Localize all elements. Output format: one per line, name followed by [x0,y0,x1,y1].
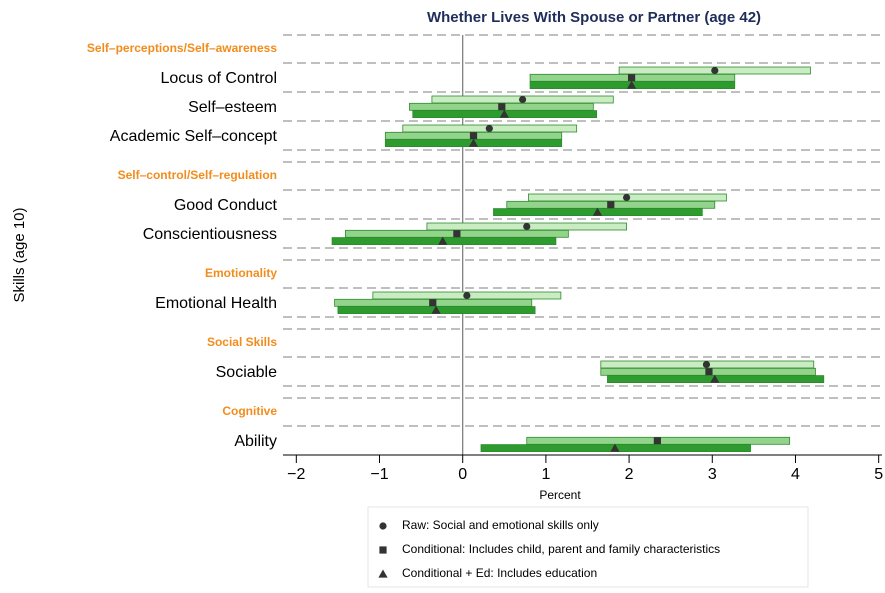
point-estimate [592,207,603,216]
group-label: Self–perceptions/Self–awareness [87,41,277,55]
legend-box [367,506,809,588]
point-estimate [702,360,711,369]
legend-marker [379,522,387,530]
point-estimate [710,374,720,383]
legend-label: Conditional: Includes child, parent and … [402,542,720,556]
x-tick-label: 3 [708,466,717,483]
x-axis-label: Percent [539,488,581,502]
legend-label: Raw: Social and emotional skills only [402,518,599,532]
x-tick-label: 0 [458,466,467,483]
point-estimate [622,193,631,202]
point-estimate [499,109,509,118]
category-label: Locus of Control [160,70,277,87]
point-estimate [498,103,506,111]
point-estimate [653,437,661,445]
point-estimate [705,368,713,376]
point-estimate [627,74,636,82]
x-tick-label: 4 [791,466,800,483]
group-label: Cognitive [222,404,277,418]
chart-title: Whether Lives With Spouse or Partner (ag… [427,9,761,26]
legend-marker [378,569,388,578]
point-estimate [429,299,437,307]
category-label: Sociable [216,364,277,381]
x-tick-label: −2 [287,466,305,483]
point-estimate [523,222,531,231]
point-estimate [438,236,448,245]
point-estimate [626,80,637,89]
y-axis-label: Skills (age 10) [11,207,28,302]
x-tick-label: 5 [874,466,883,483]
category-label: Self–esteem [188,99,277,116]
category-label: Conscientiousness [143,226,277,243]
point-estimate [519,95,527,104]
legend-label: Conditional + Ed: Includes education [402,566,597,580]
point-estimate [468,138,479,147]
point-estimate [463,291,471,300]
point-estimate [607,201,615,209]
category-label: Emotional Health [155,295,277,312]
category-label: Ability [234,433,277,450]
x-tick-label: −1 [370,466,388,483]
group-label: Self–control/Self–regulation [118,168,277,182]
point-estimate [431,305,441,314]
category-label: Good Conduct [174,197,278,214]
category-label: Academic Self–concept [110,128,278,145]
group-label: Social Skills [207,335,277,349]
point-estimate [485,124,493,133]
x-tick-label: 1 [541,466,550,483]
x-tick-label: 2 [625,466,634,483]
point-estimate [469,132,478,140]
point-estimate [610,443,620,452]
point-estimate [453,230,461,238]
legend-marker [379,546,387,554]
group-label: Emotionality [205,266,277,280]
point-estimate [711,66,719,75]
